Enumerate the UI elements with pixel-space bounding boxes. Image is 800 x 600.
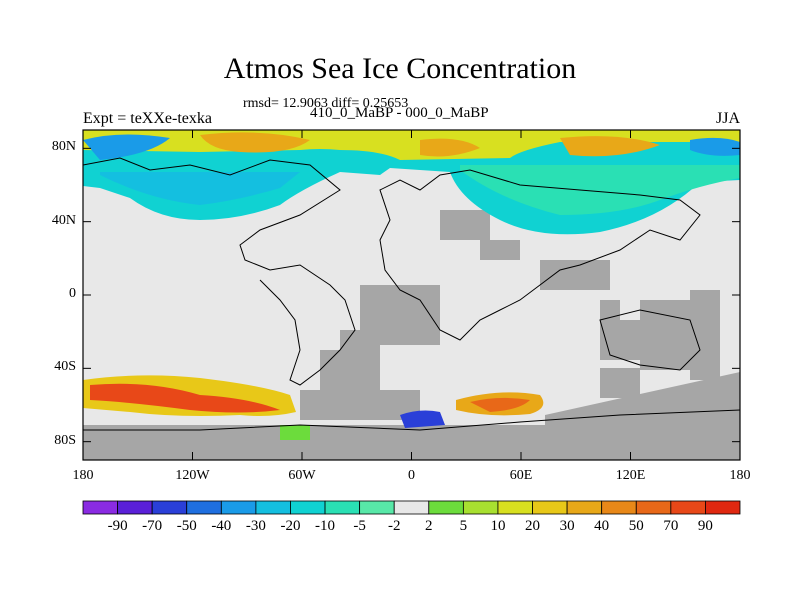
colorbar-level-label: -50: [176, 518, 197, 534]
colorbar-swatch: [117, 500, 153, 515]
stats-label: rmsd= 12.9063 diff= 0.25653: [243, 96, 409, 111]
colorbar-swatch: [220, 500, 257, 515]
lon-tick-label: 60W: [288, 468, 316, 483]
colorbar-level-label: -70: [142, 518, 163, 534]
colorbar-level-label: 2: [425, 518, 433, 534]
colorbar-swatch: [462, 500, 499, 515]
arctic-sea-ice: [83, 130, 740, 235]
lat-tick-label: 80S: [54, 432, 76, 448]
colorbar-level-label: 50: [628, 518, 644, 534]
lat-tick-label: 40S: [54, 359, 76, 375]
lat-tick-label: 0: [69, 286, 76, 301]
lat-tick-label: 40N: [51, 212, 76, 228]
colorbar-level-label: -30: [245, 518, 266, 534]
colorbar-swatch: [324, 500, 361, 515]
colorbar-swatch: [151, 500, 188, 515]
colorbar-swatch: [255, 500, 291, 515]
colorbar-level-label: 20: [525, 518, 541, 534]
colorbar-level-label: -2: [387, 518, 401, 534]
experiment-label: Expt = teXXe-texka: [83, 110, 212, 127]
map-field: [83, 130, 740, 460]
colorbar-level-label: 70: [663, 518, 679, 534]
season-label: JJA: [716, 110, 741, 127]
period-label: 410_0_MaBP - 000_0_MaBP: [310, 105, 489, 121]
colorbar-swatch: [290, 500, 326, 515]
lat-tick-label: 80N: [51, 139, 76, 155]
colorbar-swatch: [670, 500, 706, 515]
lon-tick-label: 60E: [509, 468, 533, 483]
colorbar-swatch: [186, 500, 222, 515]
colorbar-swatch: [497, 500, 533, 515]
axis-ticks: [82, 130, 741, 460]
colorbar-swatch: [359, 500, 395, 515]
lon-tick-label: 180: [72, 468, 94, 483]
colorbar-swatch: [428, 500, 464, 515]
lon-tick-label: 0: [408, 468, 415, 483]
colorbar-level-label: 90: [697, 518, 713, 534]
coastlines: [83, 157, 740, 431]
colorbar-level-label: 5: [459, 518, 468, 534]
lon-tick-label: 120E: [615, 468, 646, 483]
plot-title: Atmos Sea Ice Concentration: [223, 52, 577, 85]
colorbar-swatch: [705, 500, 741, 515]
colorbar-level-label: 30: [559, 518, 575, 534]
colorbar: [82, 500, 741, 515]
colorbar-level-label: 10: [490, 518, 506, 534]
colorbar-level-label: -40: [211, 518, 232, 534]
colorbar-level-label: -5: [353, 518, 366, 534]
colorbar-level-label: 40: [594, 518, 610, 534]
colorbar-swatch: [393, 500, 430, 515]
colorbar-swatch: [566, 500, 603, 515]
colorbar-swatch: [532, 500, 568, 515]
colorbar-swatch: [601, 500, 637, 515]
colorbar-level-label: -20: [280, 518, 301, 534]
colorbar-swatch: [82, 500, 118, 515]
lon-tick-label: 120W: [175, 468, 210, 483]
lon-tick-label: 180: [729, 468, 751, 483]
antarctic-sea-ice: [83, 375, 544, 440]
colorbar-level-label: -10: [315, 518, 336, 534]
colorbar-level-label: -90: [107, 518, 128, 534]
colorbar-swatch: [635, 500, 672, 515]
